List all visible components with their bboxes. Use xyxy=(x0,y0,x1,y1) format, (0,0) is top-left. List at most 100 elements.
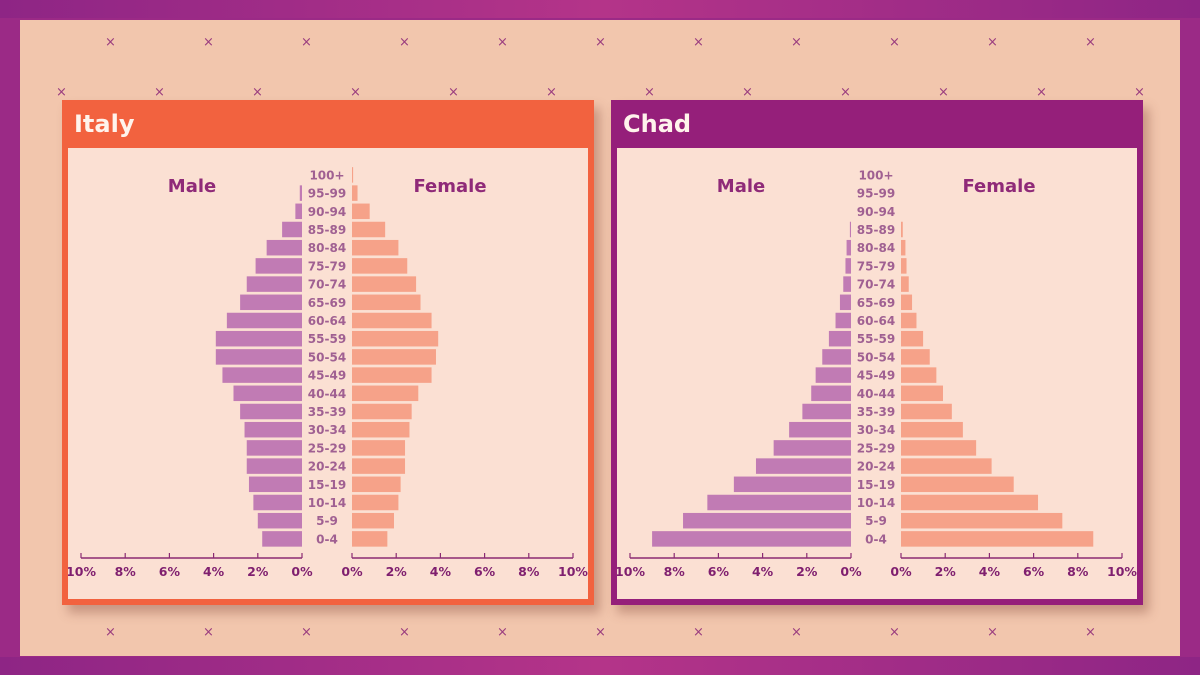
chad-panel-header: Chad xyxy=(611,100,1143,148)
chad-age-label: 30-34 xyxy=(857,423,895,437)
x-mark-icon: × xyxy=(497,625,508,640)
chad-female-bar xyxy=(901,531,1094,547)
chad-male-bar xyxy=(802,403,851,420)
italy-female-bar xyxy=(352,276,417,292)
italy-female-bar xyxy=(352,403,412,420)
italy-age-label: 100+ xyxy=(309,168,344,182)
chad-male-bar xyxy=(845,258,851,274)
chad-female-bar xyxy=(901,367,937,383)
chad-right-tick-label: 2% xyxy=(935,564,957,579)
chad-female-bar xyxy=(901,512,1063,529)
chad-male-bar xyxy=(652,531,851,547)
chad-male-label: Male xyxy=(717,176,765,197)
italy-age-label: 60-64 xyxy=(308,314,346,328)
italy-right-tick-label: 4% xyxy=(430,564,452,579)
x-mark-icon: × xyxy=(399,35,410,50)
italy-chart-panel: Italy Male Female 0-4 5-9 10-14 15-19 20-24 25-… xyxy=(62,100,594,605)
italy-age-label: 25-29 xyxy=(308,441,346,455)
x-mark-icon: × xyxy=(791,625,802,640)
italy-age-label: 80-84 xyxy=(308,241,346,255)
italy-right-tick-label: 2% xyxy=(386,564,408,579)
x-mark-icon: × xyxy=(546,85,557,100)
italy-male-bar xyxy=(262,531,302,547)
italy-age-label: 90-94 xyxy=(308,205,346,219)
italy-male-bar xyxy=(295,203,302,220)
chad-female-bar xyxy=(901,330,924,347)
italy-male-bar xyxy=(266,239,302,256)
italy-female-bar xyxy=(352,385,419,402)
italy-male-bar xyxy=(246,276,302,292)
frame-bottom xyxy=(0,657,1200,675)
chad-age-label: 10-14 xyxy=(857,496,895,510)
italy-female-bar xyxy=(352,367,432,383)
x-mark-icon: × xyxy=(693,35,704,50)
italy-panel-title: Italy xyxy=(74,110,135,138)
italy-female-bar xyxy=(352,167,354,183)
chad-age-label: 100+ xyxy=(858,168,893,182)
x-mark-icon: × xyxy=(105,625,116,640)
italy-female-bar xyxy=(352,258,408,274)
x-mark-icon: × xyxy=(399,625,410,640)
chad-male-bar xyxy=(811,385,851,402)
chad-left-tick-label: 8% xyxy=(664,564,686,579)
x-mark-icon: × xyxy=(301,35,312,50)
x-mark-icon: × xyxy=(1036,85,1047,100)
chad-age-label: 60-64 xyxy=(857,314,895,328)
chad-right-tick-label: 8% xyxy=(1067,564,1089,579)
chad-age-label: 0-4 xyxy=(865,532,887,546)
x-mark-icon: × xyxy=(350,85,361,100)
chad-male-bar xyxy=(773,440,851,456)
italy-female-bar xyxy=(352,221,386,238)
italy-female-bar xyxy=(352,494,399,511)
italy-female-bar xyxy=(352,512,394,529)
chad-female-bar xyxy=(901,421,963,438)
italy-female-bar xyxy=(352,349,436,365)
x-mark-icon: × xyxy=(203,625,214,640)
chad-age-label: 20-24 xyxy=(857,460,895,474)
italy-male-bar xyxy=(240,403,302,420)
chad-male-bar xyxy=(835,312,851,329)
chad-age-label: 35-39 xyxy=(857,405,895,419)
chad-female-bar xyxy=(901,458,992,474)
x-mark-icon: × xyxy=(987,625,998,640)
italy-left-tick-label: 4% xyxy=(203,564,225,579)
italy-left-tick-label: 0% xyxy=(291,564,313,579)
italy-right-tick-label: 8% xyxy=(518,564,540,579)
chad-right-tick-label: 10% xyxy=(1107,564,1137,579)
italy-left-tick-label: 10% xyxy=(68,564,96,579)
chad-age-label: 15-19 xyxy=(857,478,895,492)
chad-age-label: 95-99 xyxy=(857,187,895,201)
x-mark-icon: × xyxy=(840,85,851,100)
x-mark-icon: × xyxy=(203,35,214,50)
chad-male-bar xyxy=(683,512,851,529)
italy-age-label: 0-4 xyxy=(316,532,338,546)
italy-male-bar xyxy=(246,440,302,456)
chad-age-label: 40-44 xyxy=(857,387,895,401)
chad-chart-panel: Chad Male Female 0-4 5-9 10-14 15-19 20-24 25-2… xyxy=(611,100,1143,605)
italy-male-bar xyxy=(282,221,302,238)
x-mark-icon: × xyxy=(889,35,900,50)
x-mark-icon: × xyxy=(301,625,312,640)
chad-female-bar xyxy=(901,276,909,292)
italy-female-bar xyxy=(352,239,399,256)
x-mark-icon: × xyxy=(1085,625,1096,640)
chad-female-bar xyxy=(901,349,930,365)
italy-male-bar xyxy=(215,330,302,347)
chad-age-label: 75-79 xyxy=(857,259,895,273)
italy-female-bar xyxy=(352,421,410,438)
italy-left-tick-label: 8% xyxy=(115,564,137,579)
chad-male-bar xyxy=(789,421,851,438)
x-mark-icon: × xyxy=(938,85,949,100)
x-mark-icon: × xyxy=(644,85,655,100)
italy-right-tick-label: 10% xyxy=(558,564,588,579)
chad-male-bar xyxy=(733,476,851,493)
italy-male-bar xyxy=(255,258,302,274)
chad-female-bar xyxy=(901,440,977,456)
italy-female-bar xyxy=(352,330,439,347)
chad-male-bar xyxy=(707,494,851,511)
italy-left-tick-label: 6% xyxy=(159,564,181,579)
x-mark-icon: × xyxy=(154,85,165,100)
frame-top xyxy=(0,0,1200,18)
chad-left-tick-label: 10% xyxy=(617,564,645,579)
chad-population-pyramid: Male Female 0-4 5-9 10-14 15-19 20-24 25-29 30-3… xyxy=(617,168,1137,579)
